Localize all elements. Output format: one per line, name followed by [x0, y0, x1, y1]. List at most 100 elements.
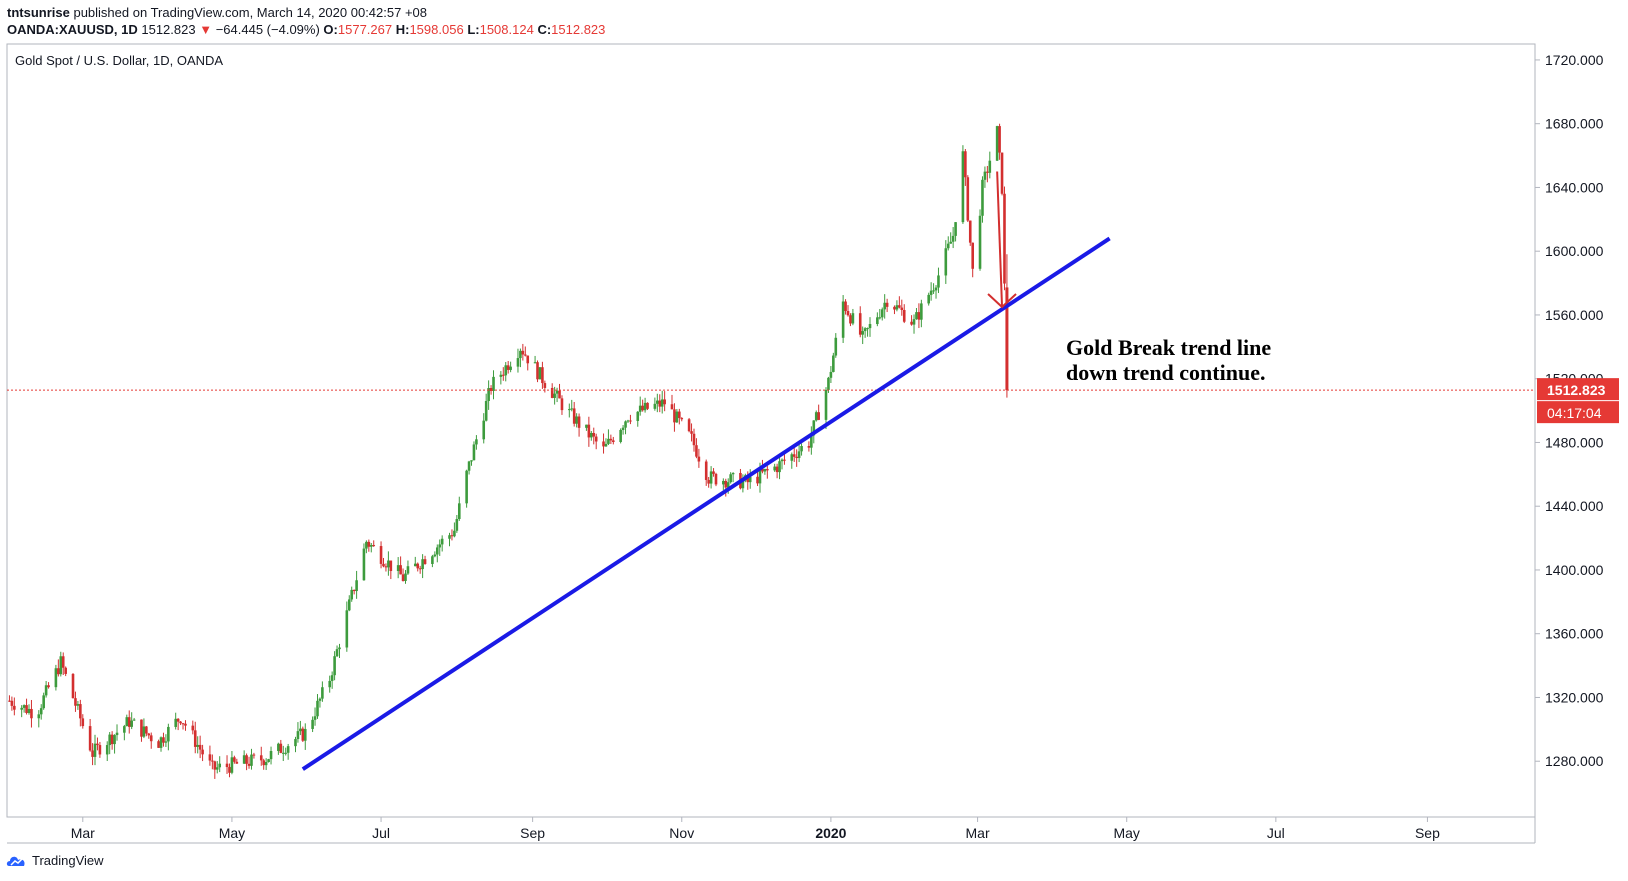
- candle-body: [115, 732, 119, 736]
- time-tick-label: May: [1113, 825, 1139, 841]
- candle-body: [213, 761, 217, 770]
- candle-body: [198, 744, 202, 750]
- candle-body: [225, 763, 229, 768]
- candle-body: [756, 476, 759, 484]
- candle-body: [330, 675, 334, 681]
- candle-body: [506, 365, 510, 370]
- candle-body: [501, 374, 505, 376]
- candle-body: [39, 708, 43, 715]
- candle-body: [641, 405, 644, 411]
- candle-body: [998, 126, 1001, 153]
- candle-body: [149, 735, 153, 742]
- close-value: 1512.823: [551, 22, 606, 37]
- candle-body: [550, 387, 554, 398]
- candle-body: [301, 728, 305, 741]
- tradingview-logo[interactable]: TradingView: [6, 853, 104, 868]
- publish-line: tntsunrise published on TradingView.com,…: [7, 4, 605, 21]
- candle-body: [91, 750, 94, 757]
- candle-body: [692, 433, 696, 446]
- candle-body: [196, 744, 199, 747]
- candle-body: [516, 358, 520, 367]
- candle-body: [526, 355, 530, 364]
- candle-body: [438, 544, 442, 548]
- last-candle-body[interactable]: [1005, 287, 1009, 391]
- candle-body: [827, 377, 830, 390]
- candle-body: [954, 222, 957, 236]
- candle-body: [228, 767, 231, 773]
- candle-body: [350, 589, 354, 600]
- candle-body: [612, 440, 615, 442]
- candle-body: [876, 317, 879, 325]
- candle-body: [416, 563, 420, 569]
- candle-body: [277, 743, 280, 751]
- candle-body: [93, 743, 97, 757]
- price-tick-label: 1720.000: [1545, 52, 1604, 68]
- candle-body: [140, 719, 143, 737]
- candle-body: [932, 290, 935, 292]
- candle-body: [758, 468, 762, 484]
- candle-body: [389, 560, 393, 572]
- candle-body: [179, 721, 182, 724]
- time-axis[interactable]: Mar May Jul Sep Nov 2020 Mar May Jul Sep: [71, 817, 1440, 841]
- candle-body: [927, 294, 930, 304]
- candle-body: [284, 752, 288, 754]
- candle-body: [590, 432, 593, 438]
- candle-body: [201, 749, 204, 755]
- candle-body: [382, 563, 385, 567]
- candle-body: [157, 741, 160, 748]
- candle-body: [646, 402, 649, 409]
- candle-body: [404, 573, 407, 581]
- down-arrow-annotation[interactable]: [987, 171, 1017, 309]
- candle-body: [492, 376, 495, 391]
- candle-body: [690, 431, 693, 434]
- candle-body: [296, 731, 300, 740]
- candle-body: [773, 466, 776, 471]
- publish-info: published on TradingView.com, March 14, …: [73, 5, 428, 20]
- candle-body: [971, 242, 974, 269]
- candle-body: [22, 705, 26, 708]
- candle-body: [1003, 193, 1006, 284]
- trend-line[interactable]: [301, 236, 1111, 771]
- candle-body: [71, 673, 75, 699]
- candle-body: [130, 720, 133, 727]
- price-badges: 1512.823 04:17:04: [1537, 378, 1619, 424]
- candle-body: [98, 745, 102, 755]
- candle-body: [387, 560, 390, 568]
- time-tick-label: Nov: [669, 825, 694, 841]
- candle-body: [792, 454, 796, 457]
- candle-body: [643, 402, 647, 411]
- candle-body: [433, 554, 437, 557]
- candle-body: [489, 388, 493, 391]
- candle-body: [575, 416, 578, 424]
- candle-body: [215, 767, 219, 770]
- candle-body: [10, 700, 14, 706]
- candle-body: [406, 566, 410, 574]
- candle-body: [695, 445, 698, 457]
- candle-body: [88, 726, 92, 751]
- tradingview-cloud-icon: [6, 856, 25, 866]
- candle-body: [418, 568, 422, 570]
- candle-body: [761, 468, 764, 472]
- countdown-badge: [1537, 401, 1619, 424]
- price-axis[interactable]: 1280.000 1320.000 1360.000 1400.000 1440.000…: [1535, 52, 1604, 769]
- candle-body: [59, 656, 63, 675]
- candle-body: [208, 754, 212, 761]
- annotation-line-1[interactable]: Gold Break trend line: [1066, 335, 1271, 360]
- candle-body: [846, 311, 850, 316]
- candle-body: [355, 580, 358, 592]
- candle-body: [629, 420, 632, 422]
- candle-body: [704, 461, 708, 480]
- candle-body: [54, 668, 58, 688]
- candle-body: [132, 719, 136, 721]
- candle-body: [181, 723, 185, 725]
- candle-body: [455, 519, 459, 531]
- candle-body: [981, 179, 984, 216]
- candle-body: [780, 459, 784, 462]
- candle-body: [861, 331, 864, 335]
- candle-body: [783, 459, 786, 461]
- candle-body: [934, 287, 938, 291]
- publisher-name[interactable]: tntsunrise: [7, 5, 70, 20]
- annotation-line-2[interactable]: down trend continue.: [1066, 360, 1265, 385]
- price-tick-label: 1480.000: [1545, 434, 1604, 450]
